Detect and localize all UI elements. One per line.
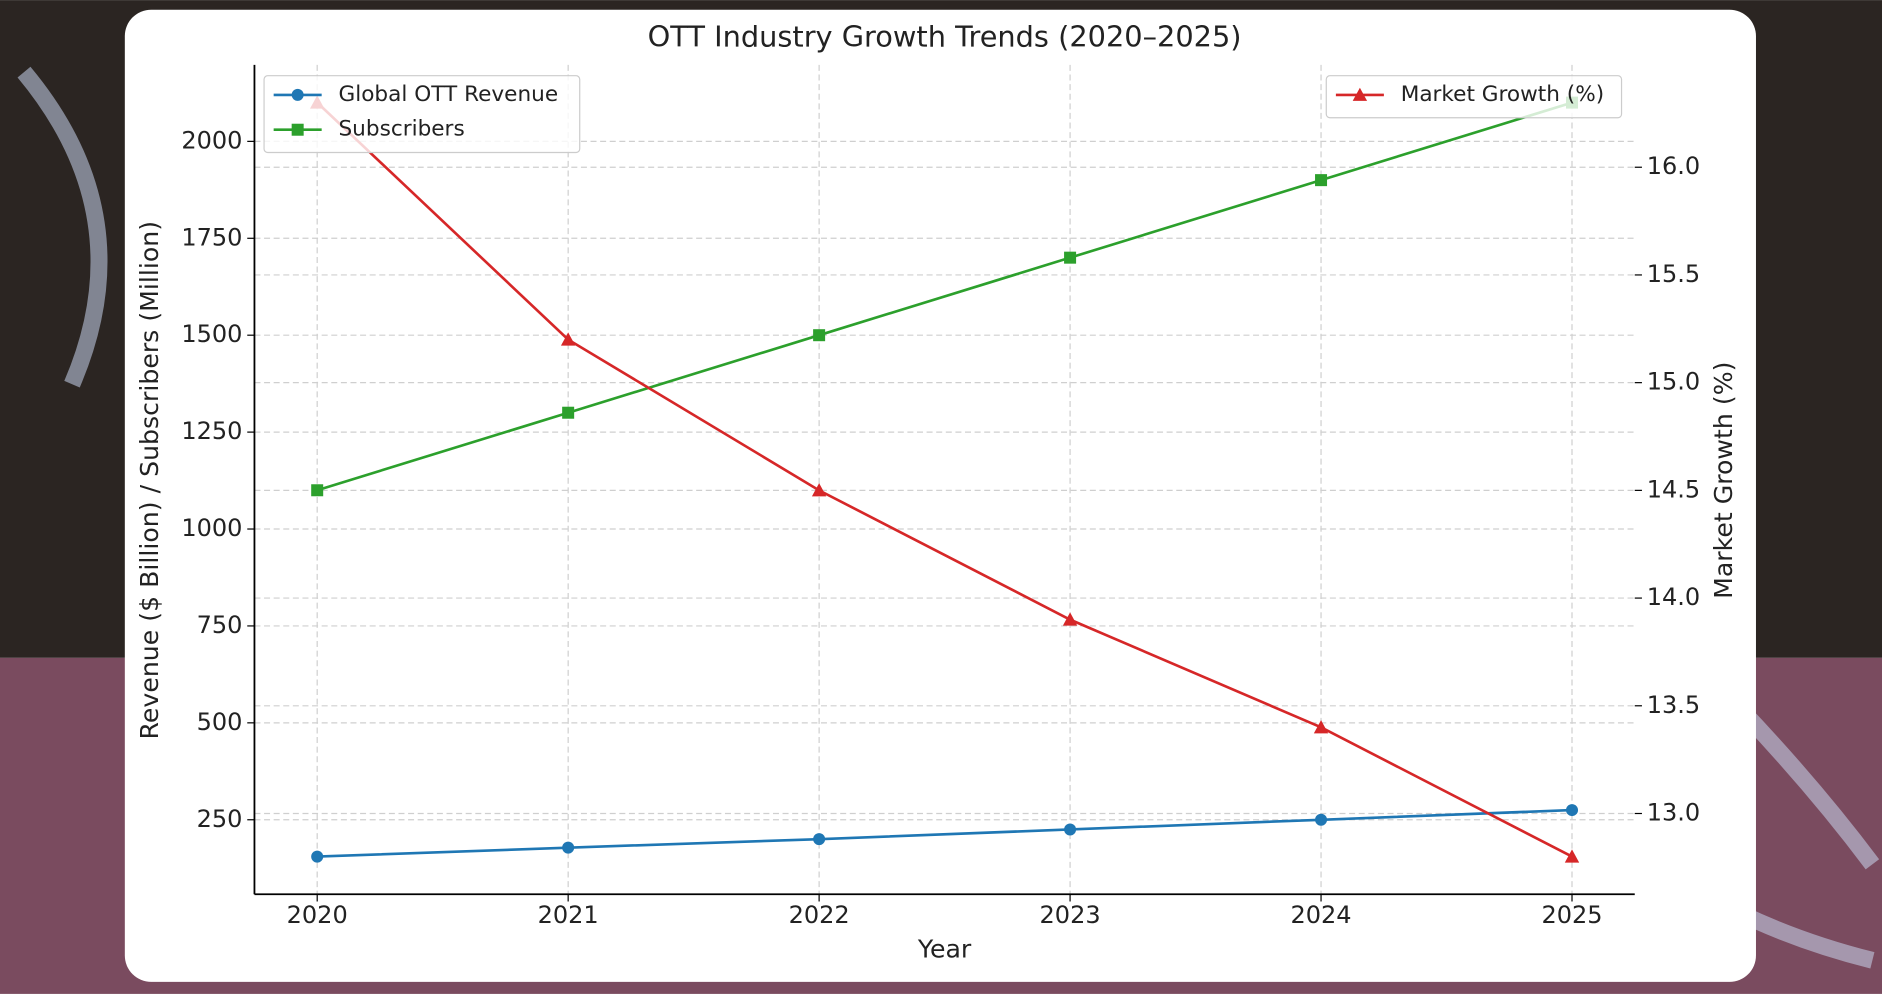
x-tick-label: 2024 xyxy=(1291,901,1352,929)
y2-axis-label: Market Growth (%) xyxy=(1709,362,1738,599)
marker xyxy=(1313,720,1329,734)
legend-label: Global OTT Revenue xyxy=(338,82,558,107)
y2-tick-label: 13.5 xyxy=(1647,691,1700,719)
marker xyxy=(811,483,827,497)
y2-tick-label: 13.0 xyxy=(1647,799,1700,827)
legend-label: Subscribers xyxy=(338,117,464,142)
y-tick-label: 750 xyxy=(197,611,243,639)
y-tick-label: 500 xyxy=(197,708,243,736)
chart-title: OTT Industry Growth Trends (2020–2025) xyxy=(648,20,1242,54)
marker xyxy=(1062,612,1078,626)
card xyxy=(124,9,1756,982)
legend-box xyxy=(263,75,581,154)
y-tick-label: 1250 xyxy=(181,417,242,445)
y2-tick-label: 16.0 xyxy=(1647,152,1700,180)
marker xyxy=(291,88,304,101)
y-tick-label: 1750 xyxy=(181,223,242,251)
marker xyxy=(1315,813,1328,826)
marker xyxy=(311,850,324,863)
y-tick-label: 250 xyxy=(197,805,243,833)
marker xyxy=(562,841,575,854)
y-tick-label: 1500 xyxy=(181,320,242,348)
series-line xyxy=(316,101,1573,858)
x-tick-label: 2020 xyxy=(287,901,348,929)
marker xyxy=(1352,87,1368,101)
marker xyxy=(1064,251,1077,264)
y-tick-label: 2000 xyxy=(181,126,242,154)
marker xyxy=(1566,804,1579,817)
y2-tick-label: 14.5 xyxy=(1647,475,1700,503)
legend-box xyxy=(1325,75,1623,119)
marker xyxy=(813,329,826,342)
x-tick-label: 2023 xyxy=(1040,901,1101,929)
x-tick-label: 2025 xyxy=(1541,901,1602,929)
y2-tick-label: 14.0 xyxy=(1647,583,1700,611)
series-line xyxy=(316,101,1573,492)
marker xyxy=(562,406,575,419)
x-axis-label: Year xyxy=(917,935,972,964)
marker xyxy=(311,484,324,497)
x-tick-label: 2022 xyxy=(789,901,850,929)
marker xyxy=(1315,174,1328,187)
y-axis-label: Revenue ($ Billion) / Subscribers (Milli… xyxy=(135,221,164,740)
series-line xyxy=(317,808,1573,858)
marker xyxy=(1064,823,1077,836)
y2-tick-label: 15.5 xyxy=(1647,260,1700,288)
legend-label: Market Growth (%) xyxy=(1401,82,1604,107)
x-tick-label: 2021 xyxy=(538,901,599,929)
y2-tick-label: 15.0 xyxy=(1647,368,1700,396)
marker xyxy=(291,123,304,136)
marker xyxy=(813,833,826,846)
marker xyxy=(560,332,576,346)
marker xyxy=(1564,849,1580,863)
y-tick-label: 1000 xyxy=(181,514,242,542)
